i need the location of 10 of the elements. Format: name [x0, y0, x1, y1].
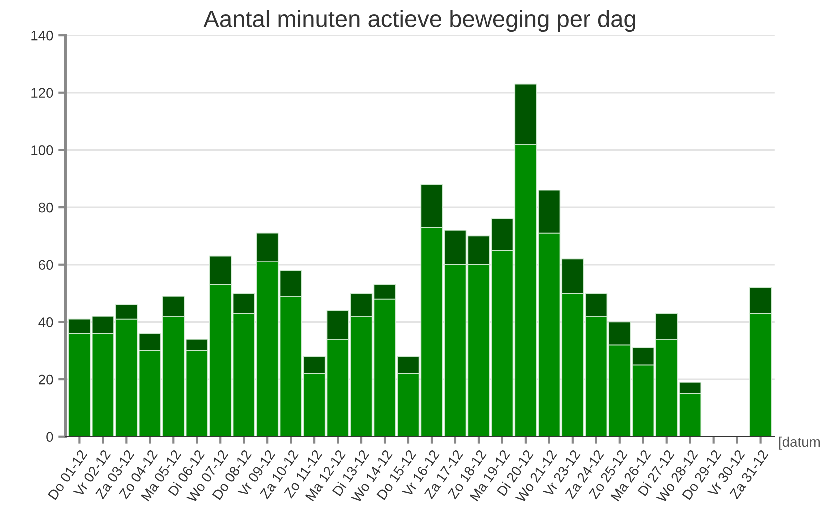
y-tick-label: 120 [32, 88, 54, 98]
chart-title: Aantal minuten actieve beweging per dag [204, 10, 636, 32]
y-tick-label: 60 [39, 260, 54, 270]
x-axis-title: [datum [779, 436, 820, 450]
y-tick-label: 40 [38, 318, 54, 328]
y-tick-label: 20 [39, 374, 54, 385]
y-tick-label: 100 [32, 146, 54, 156]
y-tick-label: 140 [32, 30, 54, 41]
y-tick-label: 0 [46, 432, 54, 442]
y-tick-label: 80 [38, 202, 54, 213]
